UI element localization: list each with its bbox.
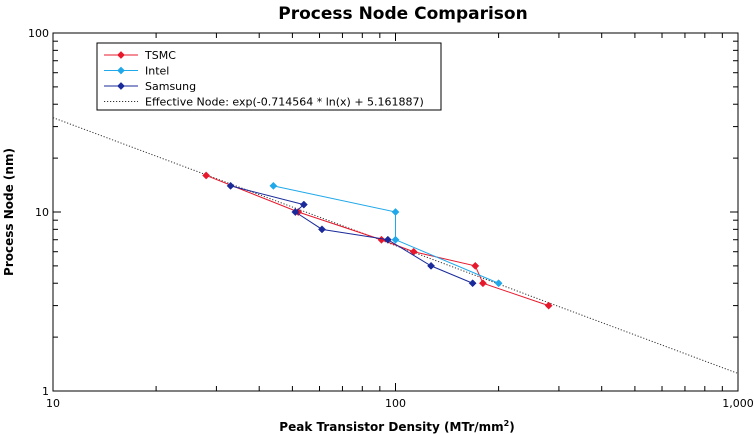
- tsmc-data-point: [544, 301, 553, 310]
- x-axis-label-superscript: 2: [504, 419, 510, 428]
- legend-samsung-label: Samsung: [145, 80, 196, 93]
- legend-tsmc-label: TSMC: [144, 49, 176, 62]
- tsmc-data-point: [471, 261, 480, 270]
- intel-data-point: [391, 235, 400, 244]
- trend-line: [53, 117, 738, 374]
- samsung-data-point: [383, 235, 392, 244]
- intel-data-point: [269, 181, 278, 190]
- legend-intel-label: Intel: [145, 65, 169, 78]
- samsung-data-point: [468, 279, 477, 288]
- x-tick-label: 10: [46, 397, 60, 410]
- x-tick-label: 100: [385, 397, 406, 410]
- legend-tsmc-marker: [117, 51, 125, 59]
- legend-trend-label: Effective Node: exp(-0.714564 * ln(x) + …: [145, 96, 424, 109]
- intel-series-line: [273, 185, 499, 284]
- intel-data-point: [391, 208, 400, 216]
- y-tick-label: 10: [35, 206, 49, 219]
- samsung-series-line: [230, 185, 473, 284]
- y-axis-label: Process Node (nm): [2, 148, 16, 276]
- x-axis-label: Peak Transistor Density (MTr/mm2): [279, 419, 514, 434]
- x-axis-label-end: ): [509, 420, 514, 434]
- tsmc-data-point: [478, 279, 487, 288]
- legend-box: [96, 42, 442, 111]
- legend-samsung-marker: [117, 82, 125, 90]
- series-layer: [53, 117, 738, 374]
- y-tick-label: 1: [42, 385, 49, 398]
- samsung-data-point: [318, 225, 326, 234]
- samsung-data-point: [226, 181, 235, 190]
- samsung-data-point: [299, 200, 308, 209]
- x-axis-label-main: Peak Transistor Density (MTr/mm: [279, 420, 503, 434]
- y-tick-label: 100: [28, 27, 49, 40]
- chart-title: Process Node Comparison: [278, 4, 527, 24]
- samsung-data-point: [291, 208, 300, 216]
- samsung-data-point: [427, 261, 436, 270]
- legend: TSMC Intel Samsung Effective Node: exp(-0.7…: [96, 42, 442, 111]
- intel-data-point: [494, 279, 503, 288]
- tsmc-data-point: [202, 171, 211, 180]
- x-tick-label: 1,000: [722, 397, 754, 410]
- tsmc-series-line: [205, 174, 549, 307]
- legend-intel-marker: [117, 66, 125, 75]
